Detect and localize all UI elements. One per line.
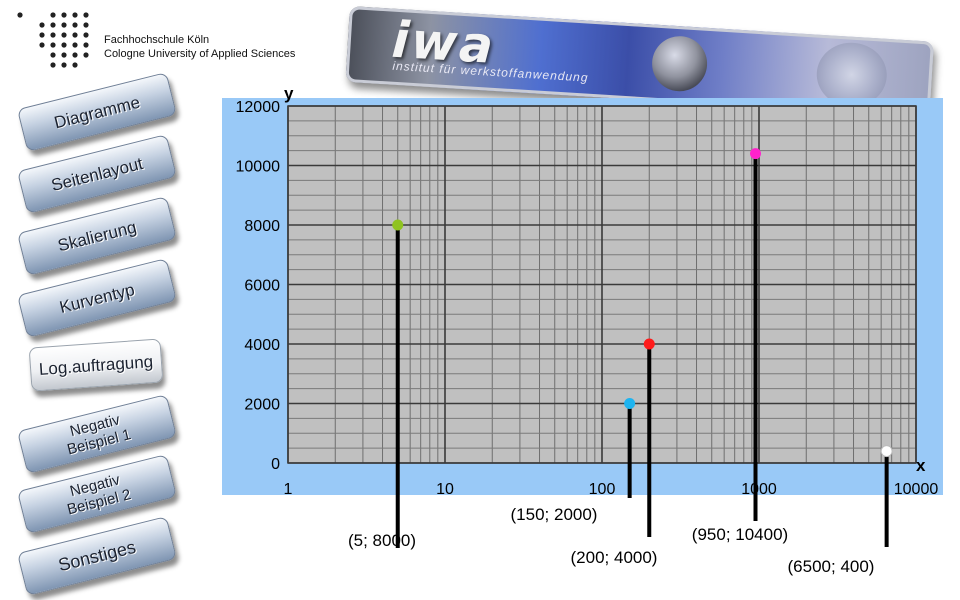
- logo-dot-grid-icon: [17, 12, 89, 68]
- logo-dot: [72, 52, 78, 58]
- data-point: [392, 219, 404, 231]
- x-axis-label: x: [916, 456, 926, 475]
- logo-dot: [50, 62, 56, 68]
- y-axis-label: y: [284, 84, 294, 103]
- logo-dot: [61, 12, 67, 18]
- data-point: [624, 398, 636, 409]
- y-tick-label: 12000: [236, 99, 281, 116]
- logo-dot: [83, 32, 89, 38]
- y-tick-label: 0: [271, 456, 280, 473]
- logo-dot: [61, 22, 67, 28]
- x-tick-label: 10000: [894, 481, 939, 498]
- logo-dot: [72, 12, 78, 18]
- university-logo: Fachhochschule Köln Cologne University o…: [14, 10, 314, 72]
- university-line-english: Cologne University of Applied Sciences: [104, 48, 296, 60]
- logo-dot: [83, 12, 89, 18]
- logo-dot: [61, 62, 67, 68]
- logo-dot: [39, 42, 45, 48]
- y-tick-label: 4000: [244, 337, 280, 354]
- y-tick-label: 8000: [244, 218, 280, 235]
- logo-dot: [50, 42, 56, 48]
- y-tick-label: 10000: [236, 159, 281, 176]
- data-point: [643, 338, 655, 350]
- university-name: Fachhochschule Köln Cologne University o…: [104, 33, 295, 61]
- logo-dot: [61, 32, 67, 38]
- x-tick-label: 1000: [741, 481, 777, 498]
- data-point: [750, 148, 762, 160]
- logo-dot: [72, 42, 78, 48]
- data-point-label: (950; 10400): [692, 525, 788, 544]
- data-point-label: (150; 2000): [511, 505, 598, 524]
- y-tick-label: 6000: [244, 278, 280, 295]
- logo-dot: [17, 12, 23, 18]
- data-point: [880, 445, 893, 458]
- x-tick-label: 100: [589, 481, 616, 498]
- logo-dot: [50, 52, 56, 58]
- logo-dot: [83, 52, 89, 58]
- logo-dot: [50, 32, 56, 38]
- university-line-german: Fachhochschule Köln: [104, 34, 210, 46]
- y-tick-label: 2000: [244, 397, 280, 414]
- logo-dot: [72, 62, 78, 68]
- logo-dot: [72, 22, 78, 28]
- data-point-label: (200; 4000): [571, 548, 658, 567]
- logo-dot: [39, 32, 45, 38]
- logo-dot: [83, 42, 89, 48]
- plot-frame: [287, 105, 917, 464]
- logo-dot: [61, 42, 67, 48]
- logo-dot: [72, 32, 78, 38]
- logo-dot: [83, 22, 89, 28]
- x-tick-label: 1: [284, 481, 293, 498]
- logo-dot: [50, 12, 56, 18]
- logo-dot: [50, 22, 56, 28]
- data-point-label: (6500; 400): [788, 557, 875, 576]
- logo-dot: [39, 22, 45, 28]
- logo-dot: [61, 52, 67, 58]
- data-point-label: (5; 8000): [348, 531, 416, 550]
- x-tick-label: 10: [436, 481, 454, 498]
